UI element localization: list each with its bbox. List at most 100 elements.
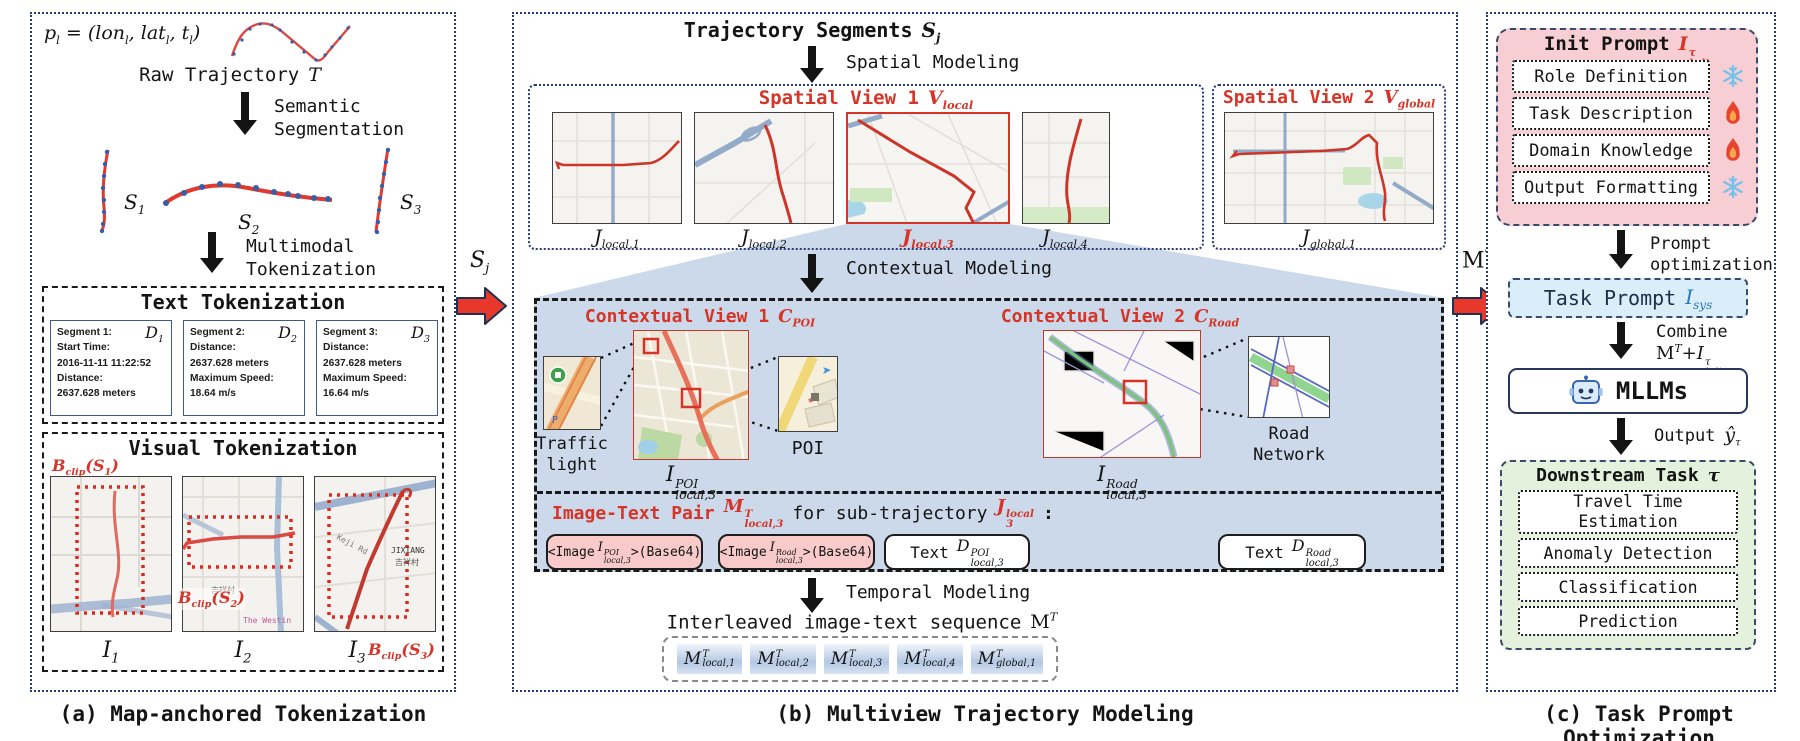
downstream-item-anomaly-detection: Anomaly Detection (1518, 538, 1738, 568)
task-prompt-box: Task Prompt Isys (1508, 278, 1748, 318)
j-local-4-label: Jlocal,4 (1042, 226, 1088, 251)
d2-math-label: D2 (278, 323, 297, 346)
visual-token-map-i3: Keji Rd JIXIANG 吉祥村 (314, 476, 436, 632)
arrow-multimodal-tokenization (208, 232, 216, 258)
bclip-s2-label: Bclip(S2) (178, 588, 245, 611)
mllms-box: MLLMs (1508, 368, 1748, 414)
image-3-label: I3 (348, 638, 366, 667)
text-token-card-2: D2 Segment 2: Distance: 2637.628 meters Max… (183, 320, 305, 416)
caption-c: (c) Task Prompt Optimization (1544, 702, 1734, 741)
semantic-segmentation-label: Semantic Segmentation (274, 96, 405, 140)
local-view-map-2 (694, 112, 834, 224)
arrow-combine (1617, 322, 1625, 344)
text-tokenization-title: Text Tokenization (140, 290, 346, 314)
d1-math-label: D1 (145, 323, 164, 346)
interleaved-sequence-label: Interleaved image-text sequence MT (666, 610, 1058, 634)
road-context-map (1043, 330, 1201, 458)
svg-text:The Westin: The Westin (243, 616, 291, 625)
d3-math-label: D3 (411, 323, 430, 346)
text-token-card-3: D3 Segment 3: Distance: 2637.628 meters Max… (316, 320, 438, 416)
image-2-label: I2 (234, 638, 252, 667)
road-network-label: Road Network (1253, 424, 1325, 465)
traffic-light-label: Traffic light (536, 434, 608, 475)
local-view-map-1 (552, 112, 682, 224)
poi-zoom-image (778, 356, 838, 432)
arrow-output (1617, 418, 1625, 440)
arrow-spatial-modeling (808, 46, 816, 68)
raw-trajectory-sketch (230, 22, 351, 62)
caption-a: (a) Map-anchored Tokenization (59, 702, 427, 726)
j-local-1-label: Jlocal,1 (594, 226, 640, 251)
red-arrow-a-to-b (456, 287, 507, 325)
pair-box-image-poi: <Image I POI local,3 >(Base64) (546, 534, 703, 570)
mllms-label: MLLMs (1615, 377, 1689, 405)
svg-text:吉祥村: 吉祥村 (395, 557, 419, 567)
global-view-map (1224, 112, 1434, 224)
bclip-s3-label: Bclip(S3) (368, 640, 435, 663)
output-label: Output ŷτ (1654, 424, 1741, 449)
segment-2-sketch (162, 181, 333, 206)
contextual-view-2-title: Contextual View 2 CRoad (1000, 306, 1240, 330)
j-global-1-label: Jglobal,1 (1301, 226, 1356, 251)
contextual-view-1-title: Contextual View 1 CPOI (584, 306, 816, 330)
downstream-item-prediction: Prediction (1518, 606, 1738, 636)
traffic-light-zoom-image: P (543, 356, 601, 430)
spatial-modeling-label: Spatial Modeling (846, 52, 1020, 73)
pair-box-image-road: <Image I Road local,3 >(Base64) (718, 534, 875, 570)
arrow-temporal-modeling (808, 578, 816, 598)
segment-1-label: S1 (124, 190, 146, 217)
downstream-item-classification: Classification (1518, 572, 1738, 602)
init-item-output-formatting: Output Formatting (1512, 171, 1710, 204)
raw-trajectory-label: Raw Trajectory T (139, 64, 321, 86)
downstream-task-title: Downstream Task τ (1536, 465, 1720, 486)
caption-b: (b) Multiview Trajectory Modeling (776, 702, 1194, 726)
arrow-contextual-modeling (808, 254, 816, 278)
road-network-zoom-image (1248, 336, 1330, 418)
j-local-3-label: Jlocal,3 (902, 226, 954, 251)
downstream-item-travel-time-estimation: Travel Time Estimation (1518, 490, 1738, 534)
segment-2-label: S2 (238, 210, 260, 237)
bclip-s1-label: Bclip(S1) (52, 456, 119, 479)
fire-icon (1726, 138, 1740, 161)
i-road-local3-label: I Road local,3 (1096, 462, 1148, 503)
segment-1-sketch (99, 149, 110, 234)
fire-icon (1726, 101, 1740, 124)
focus-funnel (534, 224, 1444, 298)
text-tokenization-box (42, 286, 444, 424)
image-1-label: I1 (102, 638, 120, 667)
spatial-view-2-box (1212, 84, 1446, 250)
visual-tokenization-box (42, 432, 444, 672)
arrow-semantic-segmentation (241, 92, 249, 120)
visual-token-map-i1 (50, 476, 172, 632)
poi-context-map (633, 330, 749, 460)
sj-connector-label: Sj (470, 248, 490, 277)
pair-divider (537, 491, 1441, 494)
contextual-modeling-label: Contextual Modeling (846, 258, 1052, 279)
pair-box-text-poi: Text D POI local,3 (884, 534, 1030, 570)
arrow-prompt-optimization (1617, 230, 1625, 254)
snowflake-icon (1723, 176, 1743, 198)
robot-icon (1569, 375, 1603, 404)
multimodal-tokenization-label: Multimodal Tokenization (246, 236, 377, 280)
poi-label: POI (791, 438, 825, 459)
snowflake-icon (1723, 65, 1743, 87)
local-view-map-4 (1022, 112, 1110, 224)
trajectory-segments-title: Trajectory Segments Sj (683, 18, 941, 45)
local-view-map-3-selected (846, 112, 1010, 224)
init-item-task-description: Task Description (1512, 97, 1710, 130)
text-token-card-1: D1 Segment 1: Start Time: 2016-11-11 11:22… (50, 320, 172, 416)
spatial-view-1-box (528, 84, 1204, 250)
i-poi-local3-label: I POI local,3 (665, 462, 717, 503)
init-item-domain-knowledge: Domain Knowledge (1512, 134, 1710, 167)
point-formula: pl = (lonl, latl, tl) (44, 22, 201, 47)
spatial-view-2-title: Spatial View 2 Vglobal (1222, 87, 1436, 111)
spatial-view-1-title: Spatial View 1 Vlocal (758, 87, 974, 112)
j-local-2-label: Jlocal,2 (741, 226, 787, 251)
